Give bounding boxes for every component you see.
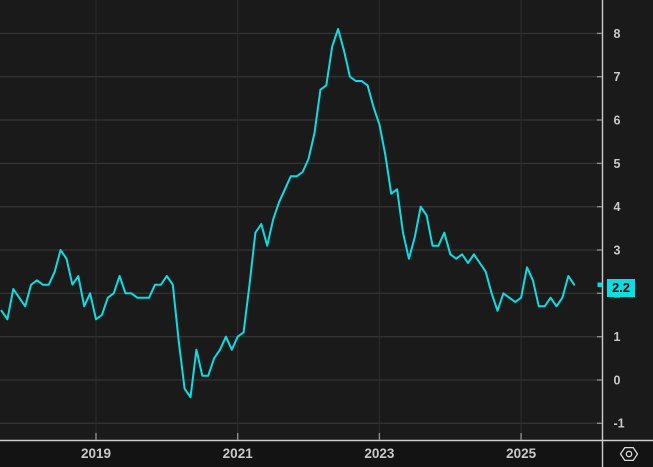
horizontal-gridlines [0, 32, 603, 424]
x-axis-labels: 2019 2021 2023 2025 [81, 446, 537, 461]
svg-text:0: 0 [614, 373, 621, 387]
svg-text:2019: 2019 [81, 446, 111, 461]
svg-text:8: 8 [614, 27, 621, 41]
svg-text:5: 5 [614, 157, 621, 171]
axis-tick-marks [95, 32, 602, 440]
svg-text:4: 4 [614, 200, 621, 214]
hexagon-settings-icon [619, 446, 638, 462]
svg-text:2025: 2025 [506, 446, 537, 461]
chart-settings-button[interactable] [615, 443, 643, 465]
svg-text:2023: 2023 [364, 446, 395, 461]
svg-text:1: 1 [614, 330, 621, 344]
svg-text:2021: 2021 [223, 446, 254, 461]
vertical-gridlines [95, 0, 522, 441]
last-value-axis-tick [597, 282, 603, 287]
svg-text:6: 6 [614, 113, 621, 127]
svg-text:-1: -1 [614, 417, 625, 431]
chart-corner-toolbar [604, 441, 653, 467]
data-line [0, 28, 576, 399]
svg-text:3: 3 [614, 243, 621, 257]
svg-text:7: 7 [614, 70, 621, 84]
last-value-badge: 2.2 [607, 279, 635, 297]
